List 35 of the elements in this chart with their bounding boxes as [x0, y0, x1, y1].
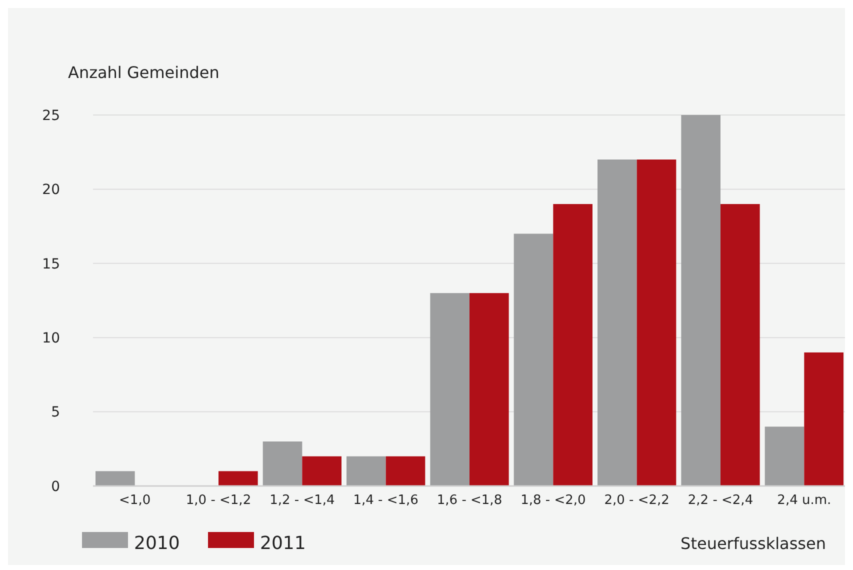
bar — [681, 115, 720, 486]
y-axis-title: Anzahl Gemeinden — [68, 63, 220, 82]
x-tick-label: 1,6 - <1,8 — [436, 493, 502, 508]
x-tick-label: <1,0 — [119, 493, 151, 508]
x-tick-label: 1,2 - <1,4 — [270, 493, 335, 508]
legend-label: 2010 — [134, 533, 180, 554]
bar — [218, 471, 258, 486]
bar — [96, 471, 135, 486]
bar — [386, 456, 426, 486]
legend-label: 2011 — [260, 533, 306, 554]
bar — [598, 160, 637, 486]
bar — [430, 293, 470, 486]
bar — [470, 293, 509, 486]
y-tick-label: 0 — [51, 478, 60, 495]
y-tick-label: 25 — [42, 108, 60, 124]
y-tick-label: 5 — [51, 404, 60, 421]
x-axis-title: Steuerfussklassen — [680, 534, 826, 553]
bar — [346, 456, 386, 486]
x-tick-label: 2,2 - <2,4 — [688, 493, 754, 508]
bar — [514, 234, 554, 486]
bar — [804, 352, 844, 486]
bar — [302, 456, 342, 486]
y-tick-label: 20 — [42, 182, 60, 198]
x-tick-label: 2,4 u.m. — [777, 493, 832, 508]
x-tick-label: 1,8 - <2,0 — [520, 493, 586, 508]
y-tick-label: 15 — [42, 256, 60, 272]
bar — [262, 441, 302, 486]
bar — [720, 204, 760, 486]
bar — [636, 160, 676, 486]
x-tick-label: 1,4 - <1,6 — [353, 493, 418, 508]
x-tick-label: 1,0 - <1,2 — [186, 493, 252, 508]
bar — [553, 204, 592, 486]
bar — [764, 426, 804, 486]
x-tick-label: 2,0 - <2,2 — [604, 493, 670, 508]
y-tick-label: 10 — [42, 330, 60, 346]
